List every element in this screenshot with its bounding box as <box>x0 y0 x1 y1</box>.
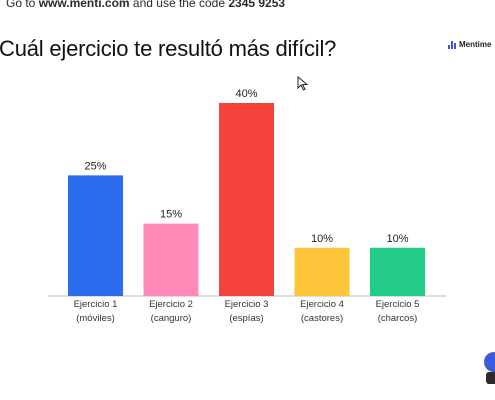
bar-value-label-2: 15% <box>160 209 182 221</box>
bar-5 <box>370 247 425 296</box>
brand-logo: Mentime <box>448 40 491 49</box>
brand-name: Mentime <box>459 40 492 49</box>
bar-value-label-5: 10% <box>386 233 408 245</box>
join-instructions: Go to www.menti.com and use the code 234… <box>6 0 285 10</box>
bar-value-label-4: 10% <box>311 233 333 245</box>
bar-value-label-1: 25% <box>84 160 106 172</box>
reaction-icon[interactable] <box>484 352 495 372</box>
bar-1 <box>68 175 123 296</box>
comment-icon[interactable] <box>486 372 495 384</box>
category-label-5-line-1: Ejercicio 5 <box>376 299 420 310</box>
question-title: Cuál ejercicio te resultó más difícil? <box>0 36 337 61</box>
bar-chart-icon <box>448 40 456 49</box>
category-label-3-line-1: Ejercicio 3 <box>225 299 269 310</box>
join-prefix: Go to <box>6 0 39 10</box>
category-label-4-line-1: Ejercicio 4 <box>300 299 344 310</box>
category-label-2-line-1: Ejercicio 2 <box>149 299 193 310</box>
join-url[interactable]: www.menti.com <box>38 0 130 10</box>
join-middle: and use the code <box>129 0 229 10</box>
category-label-2-line-2: (canguro) <box>151 313 192 324</box>
bar-3 <box>219 103 274 296</box>
category-label-4-line-2: (castores) <box>301 313 343 324</box>
category-label-5-line-2: (charcos) <box>378 313 418 324</box>
join-code: 2345 9253 <box>228 0 286 10</box>
bar-4 <box>294 247 350 296</box>
category-label-3-line-2: (espías) <box>229 313 263 324</box>
category-label-1-line-1: Ejercicio 1 <box>74 299 118 310</box>
bar-value-label-3: 40% <box>235 88 257 100</box>
category-label-1-line-2: (móviles) <box>76 313 115 324</box>
mouse-cursor-icon <box>297 76 309 91</box>
bar-2 <box>143 223 199 296</box>
bars-group: 25% Ejercicio 1 (móviles) 15% Ejercicio 2 (ca… <box>68 88 425 324</box>
